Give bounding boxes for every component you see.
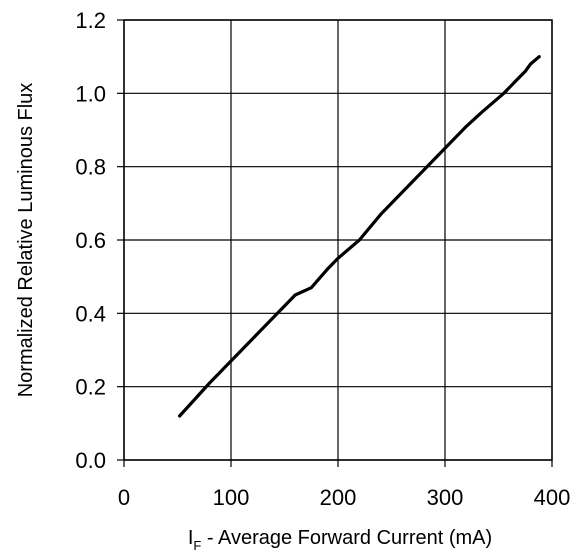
y-tick-label: 0.0 (75, 448, 106, 473)
x-axis-title-subscript: F (193, 538, 201, 553)
grid (123, 19, 553, 461)
x-tick-label: 200 (320, 485, 357, 510)
y-tick-label: 1.0 (75, 81, 106, 106)
x-axis-title-main: I (188, 527, 194, 549)
x-tick-label: 100 (213, 485, 250, 510)
x-tick-label: 300 (427, 485, 464, 510)
plot-area (178, 55, 541, 418)
y-tick-label: 0.4 (75, 301, 106, 326)
x-tick-label: 400 (534, 485, 571, 510)
x-axis-title: IF - Average Forward Current (mA) (188, 527, 492, 553)
x-axis-title-rest: - Average Forward Current (mA) (201, 527, 492, 549)
x-tick-labels: 0 100 200 300 400 (118, 485, 570, 510)
y-tick-label: 0.8 (75, 155, 106, 180)
plot-frame (123, 19, 553, 461)
x-tick-label: 0 (118, 485, 130, 510)
y-axis-title: Normalized Relative Luminous Flux (15, 83, 37, 398)
y-tick-label: 0.6 (75, 228, 106, 253)
series-line (178, 55, 541, 418)
y-tick-label: 0.2 (75, 375, 106, 400)
axes (117, 19, 553, 467)
y-tick-labels: 0.0 0.2 0.4 0.6 0.8 1.0 1.2 (75, 8, 106, 473)
y-tick-label: 1.2 (75, 8, 106, 33)
